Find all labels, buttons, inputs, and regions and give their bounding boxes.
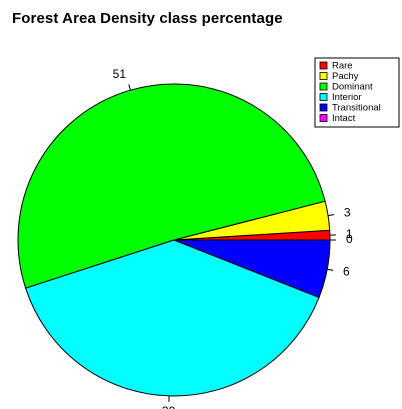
- legend: RarePachyDominantInteriorTransitionalInt…: [314, 57, 400, 128]
- legend-box: [314, 57, 400, 128]
- ticks-layer: 1 3 51 39 6 0: [113, 67, 353, 409]
- pie-label-transitional: 6: [343, 264, 350, 278]
- legend-swatch-pachy: [319, 72, 328, 80]
- pie-label-intact: 0: [346, 232, 353, 246]
- pie-slice-dominant: [17, 83, 326, 289]
- pie-tick-dominant: [128, 84, 131, 91]
- legend-label-pachy: Pachy: [332, 71, 359, 82]
- legend-label-intact: Intact: [332, 113, 356, 124]
- legend-swatch-transitional: [319, 103, 328, 112]
- pie-label-interior: 39: [162, 404, 176, 409]
- legend-label-interior: Interior: [332, 92, 362, 103]
- legend-swatch-interior: [319, 93, 328, 101]
- pie-tick-pachy: [328, 214, 335, 217]
- pie-slice-interior: [25, 239, 320, 397]
- legend-label-transitional: Transitional: [332, 103, 381, 114]
- pie-label-rare: 1: [346, 227, 353, 241]
- legend-swatch-intact: [319, 114, 328, 122]
- slices-layer: [17, 83, 331, 397]
- legend-swatch-dominant: [319, 82, 328, 91]
- legend-label-rare: Rare: [332, 61, 353, 72]
- pie-label-pachy: 3: [344, 205, 351, 219]
- legend-swatch-rare: [319, 61, 328, 70]
- pie-tick-transitional: [327, 268, 334, 271]
- pie-label-dominant: 51: [113, 67, 127, 81]
- chart-title: Forest Area Density class percentage: [12, 10, 283, 27]
- legend-label-dominant: Dominant: [332, 82, 373, 93]
